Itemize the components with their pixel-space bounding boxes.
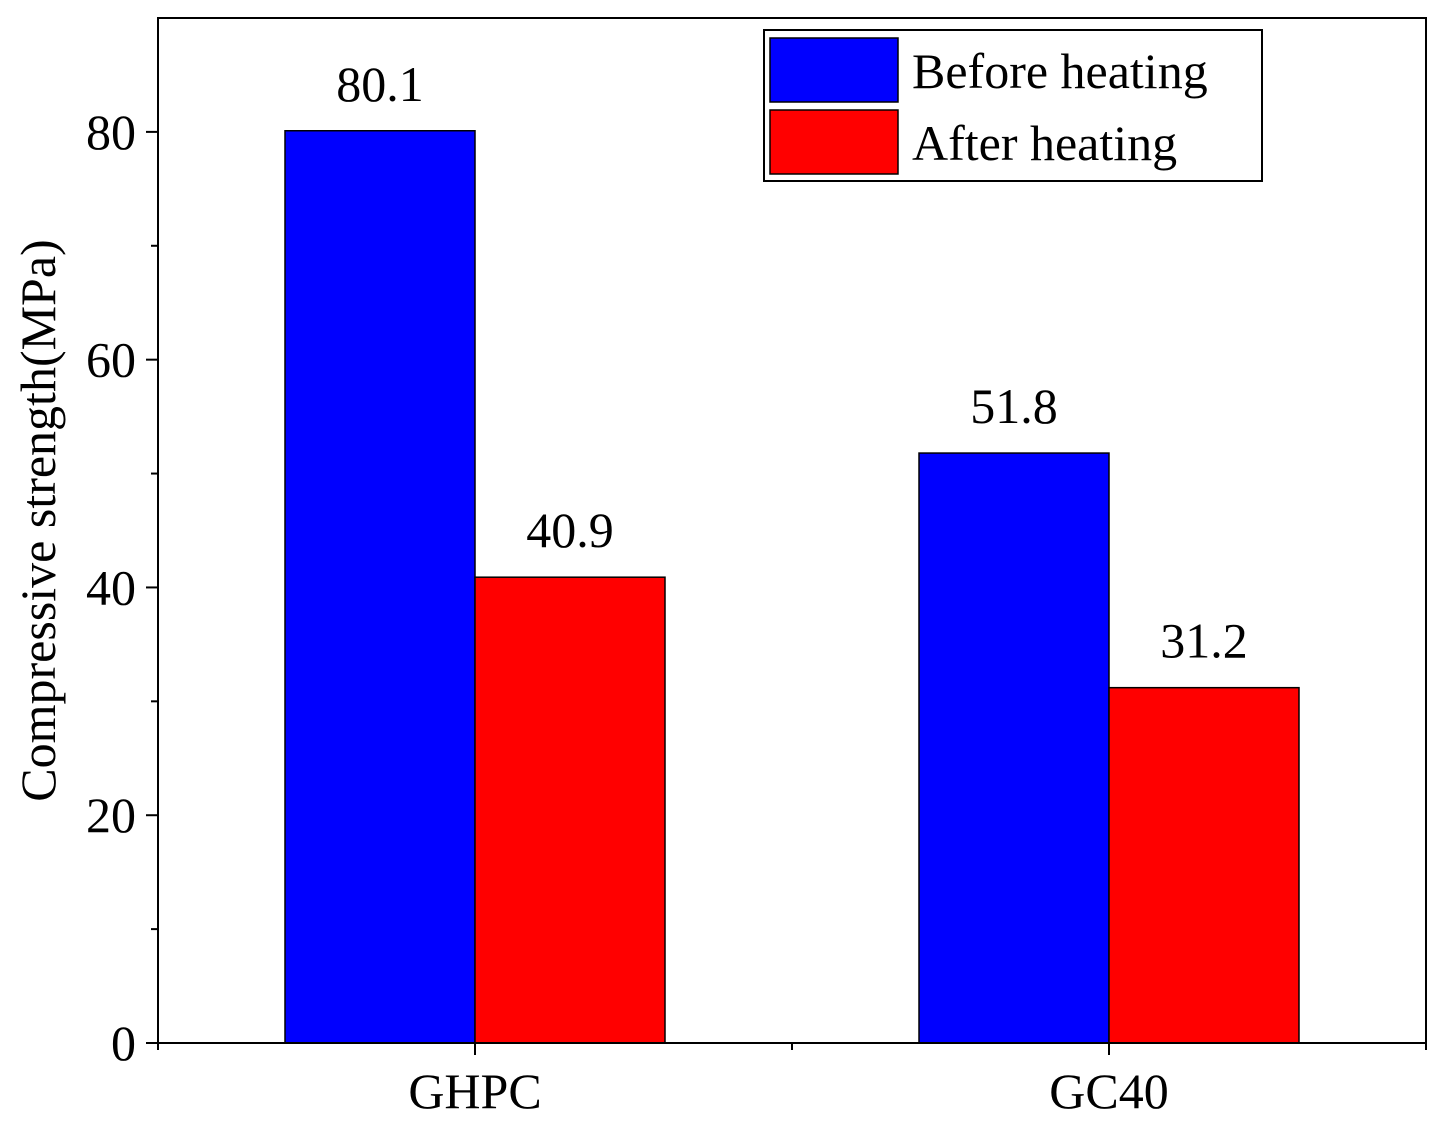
x-tick-label-gc40: GC40 (1049, 1063, 1168, 1119)
bar-ghpc-before-heating (284, 130, 476, 1044)
data-label-ghpc-before-heating: 80.1 (336, 56, 424, 112)
x-tick-label-ghpc: GHPC (408, 1063, 541, 1119)
data-label-ghpc-after-heating: 40.9 (526, 502, 614, 558)
legend-label-after-heating: After heating (912, 115, 1177, 171)
bar-gc40-before-heating (918, 452, 1110, 1044)
legend-swatch-before-heating (769, 37, 899, 103)
y-tick-label-40: 40 (86, 559, 136, 615)
legend: Before heating After heating (763, 29, 1263, 182)
y-tick-label-80: 80 (86, 104, 136, 160)
data-label-gc40-after-heating: 31.2 (1160, 613, 1248, 669)
y-tick-label-20: 20 (86, 787, 136, 843)
y-tick-label-0: 0 (111, 1015, 136, 1071)
data-label-gc40-before-heating: 51.8 (970, 378, 1058, 434)
bar-gc40-after-heating (1108, 686, 1300, 1044)
y-axis-title: Compressive strength(MPa) (10, 239, 66, 801)
bar-ghpc-after-heating (474, 576, 666, 1044)
legend-label-before-heating: Before heating (912, 43, 1208, 99)
y-tick-label-60: 60 (86, 332, 136, 388)
legend-swatch-after-heating (769, 109, 899, 175)
